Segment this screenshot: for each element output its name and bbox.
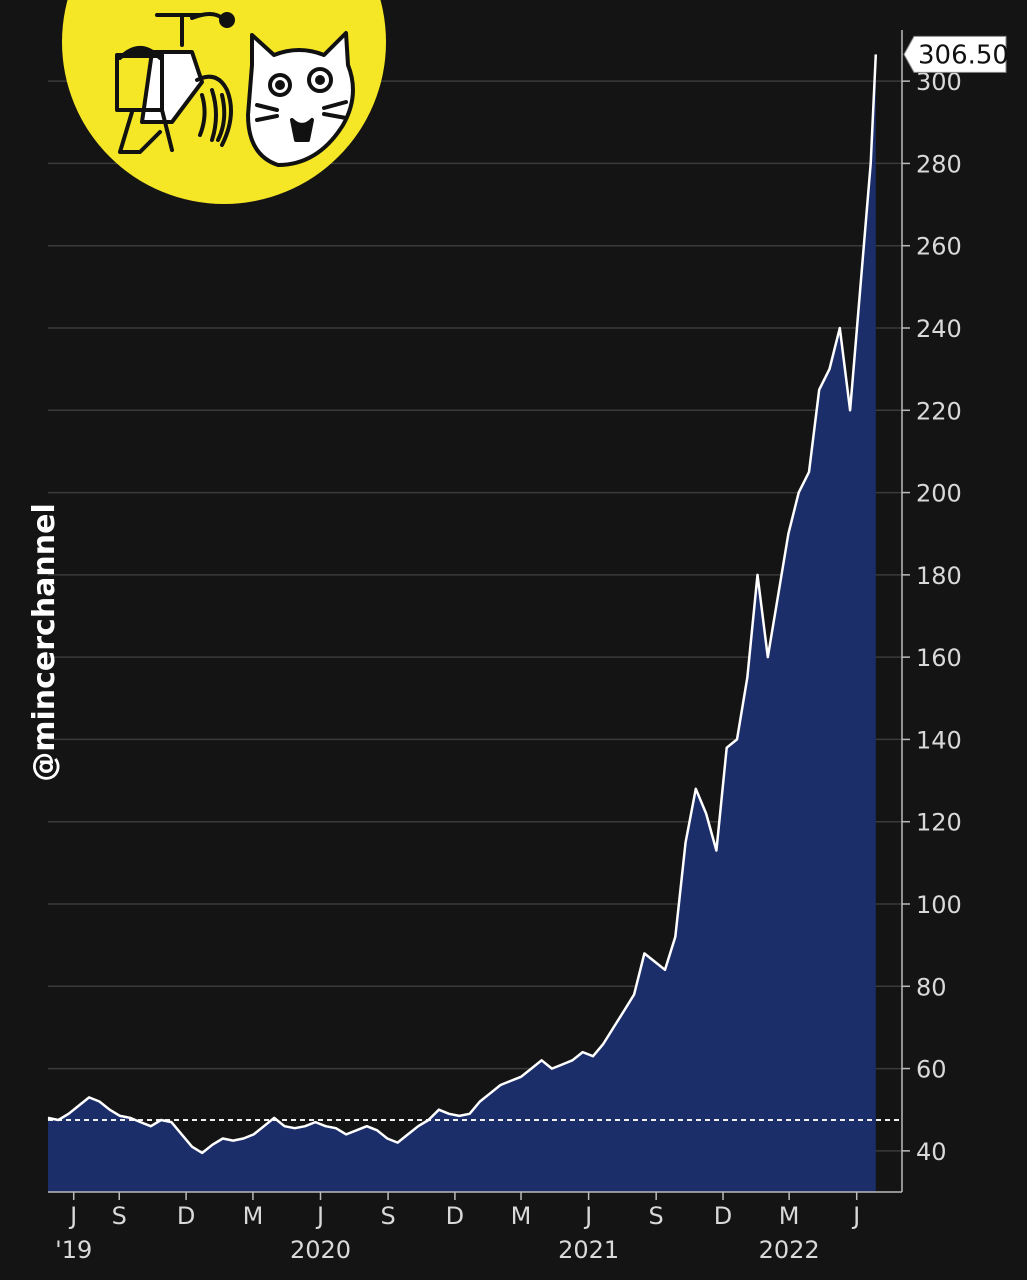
y-tick-label: 240	[916, 315, 962, 343]
x-tick-label: M	[779, 1202, 800, 1230]
x-tick-label: S	[649, 1202, 664, 1230]
y-tick-label: 100	[916, 891, 962, 919]
x-tick-label: J	[68, 1202, 77, 1230]
y-tick-label: 40	[916, 1138, 947, 1166]
y-tick-label: 180	[916, 562, 962, 590]
y-tick-label: 80	[916, 973, 947, 1001]
gridlines	[48, 80, 902, 1152]
year-label: 2022	[759, 1236, 820, 1264]
x-tick-label: D	[177, 1202, 195, 1230]
price-line	[47, 54, 878, 1155]
y-tick-label: 120	[916, 809, 962, 837]
meat-grinder-icon	[115, 12, 235, 154]
y-tick-label: 260	[916, 233, 962, 261]
x-tick-label: D	[446, 1202, 464, 1230]
watermark: @mincerchannel	[4, 503, 84, 782]
x-tick-label: J	[851, 1202, 860, 1230]
y-tick-label: 220	[916, 397, 962, 425]
y-tick-label: 160	[916, 644, 962, 672]
y-tick-label: 200	[916, 480, 962, 508]
year-label: 2021	[558, 1236, 619, 1264]
x-tick-label: M	[511, 1202, 532, 1230]
year-labels: '19 2020 2021 2022	[55, 1236, 820, 1264]
year-label: 2020	[290, 1236, 351, 1264]
year-label: '19	[55, 1236, 92, 1264]
x-tick-label: S	[380, 1202, 395, 1230]
x-tick-label: D	[714, 1202, 732, 1230]
x-tick-label: J	[583, 1202, 592, 1230]
x-tick-label: M	[243, 1202, 264, 1230]
y-tick-label: 60	[916, 1056, 947, 1084]
y-tick-label: 280	[916, 150, 962, 178]
y-tick-label: 140	[916, 726, 962, 754]
watermark-text: @mincerchannel	[26, 502, 62, 782]
x-tick-label: S	[112, 1202, 127, 1230]
last-value-label: 306.50	[918, 40, 1009, 70]
price-area	[48, 54, 876, 1192]
last-value-badge: 306.50	[903, 35, 1009, 73]
logo	[62, 0, 386, 204]
x-tick-label: J	[315, 1202, 324, 1230]
cat-face-icon	[246, 31, 355, 167]
last-value-box	[903, 35, 1007, 73]
